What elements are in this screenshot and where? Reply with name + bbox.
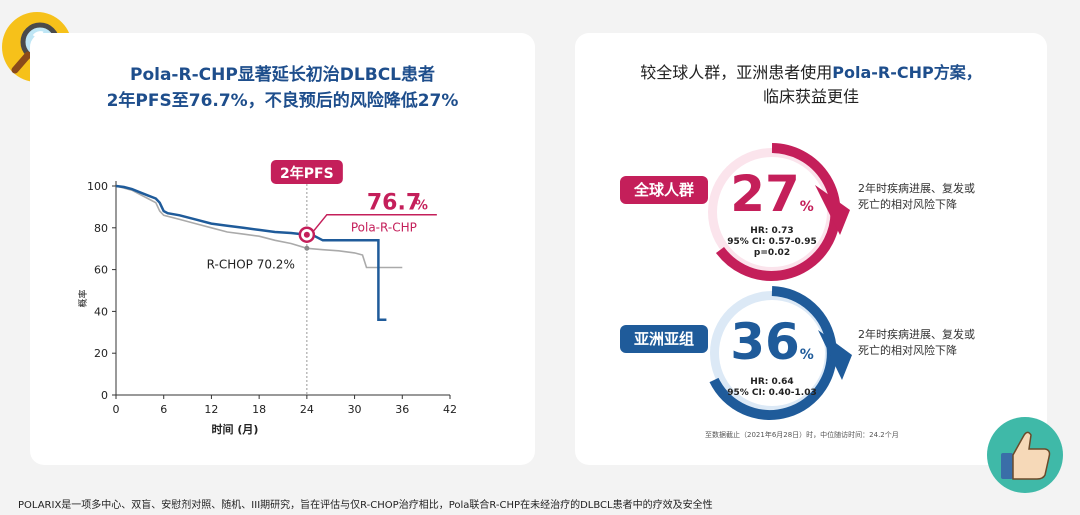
y-tick-label: 60 bbox=[94, 264, 108, 277]
asia-value-wrap: 36% bbox=[722, 313, 822, 371]
global-unit: % bbox=[799, 199, 814, 215]
y-tick-label: 80 bbox=[94, 222, 108, 235]
global-desc: 2年时疾病进展、复发或 死亡的相对风险下降 bbox=[858, 181, 1008, 213]
global-p: p=0.02 bbox=[753, 248, 791, 258]
global-value: 27 bbox=[730, 165, 800, 223]
x-tick-label: 6 bbox=[160, 403, 167, 416]
rchop-marker-dot bbox=[304, 245, 310, 251]
pola-callout-line bbox=[313, 213, 437, 232]
x-tick-label: 42 bbox=[443, 403, 457, 416]
pola-unit: % bbox=[415, 199, 428, 214]
pola-marker-dot bbox=[303, 231, 310, 238]
global-stats: HR: 0.73 95% CI: 0.57-0.95 p=0.02 bbox=[720, 226, 824, 259]
global-tag: 全球人群 bbox=[620, 176, 708, 204]
y-tick-label: 20 bbox=[94, 347, 108, 360]
asia-ring bbox=[709, 286, 852, 420]
x-tick-label: 18 bbox=[252, 403, 266, 416]
asia-stats: HR: 0.64 95% CI: 0.40-1.03 bbox=[720, 377, 824, 399]
asia-desc-line2: 死亡的相对风险下降 bbox=[858, 344, 957, 357]
x-tick-label: 0 bbox=[113, 403, 120, 416]
asia-value: 36 bbox=[730, 313, 800, 371]
global-hr: HR: 0.73 bbox=[750, 226, 794, 236]
x-tick-label: 12 bbox=[204, 403, 218, 416]
pfs-badge-label: 2年PFS bbox=[280, 165, 334, 182]
global-desc-line1: 2年时疾病进展、复发或 bbox=[858, 182, 975, 195]
pfs-badge bbox=[270, 160, 343, 184]
followup-note: 至数据截止（2021年6月28日）时，中位随访时间：24.2个月 bbox=[705, 431, 899, 439]
x-tick-label: 24 bbox=[300, 403, 314, 416]
global-value-wrap: 27% bbox=[722, 165, 822, 223]
right-title-line1-a: 较全球人群，亚洲患者使用 bbox=[640, 63, 833, 82]
global-ring bbox=[708, 143, 850, 281]
right-title-line1: 较全球人群，亚洲患者使用Pola-R-CHP方案， bbox=[575, 61, 1047, 85]
right-title-line2: 临床获益更佳 bbox=[762, 87, 859, 106]
asia-hr: HR: 0.64 bbox=[750, 377, 794, 387]
x-tick-label: 36 bbox=[395, 403, 409, 416]
series-line-pola-r-chp bbox=[115, 184, 387, 322]
asia-unit: % bbox=[799, 347, 814, 363]
x-tick-label: 30 bbox=[348, 403, 362, 416]
left-title-line2: 2年PFS至76.7%，不良预后的风险降低27% bbox=[106, 91, 459, 111]
x-axis-label: 时间 (月) bbox=[212, 422, 259, 436]
global-ci: 95% CI: 0.57-0.95 bbox=[727, 237, 817, 247]
asia-ci: 95% CI: 0.40-1.03 bbox=[727, 388, 817, 398]
left-panel: Pola-R-CHP显著延长初治DLBCL患者 2年PFS至76.7%，不良预后… bbox=[30, 33, 535, 465]
pola-value: 76.7 bbox=[367, 191, 421, 216]
y-tick-label: 0 bbox=[101, 389, 108, 402]
global-desc-line2: 死亡的相对风险下降 bbox=[858, 198, 957, 211]
right-title-line1-b: Pola-R-CHP方案， bbox=[832, 63, 982, 82]
asia-desc: 2年时疾病进展、复发或 死亡的相对风险下降 bbox=[858, 327, 1008, 359]
thumbs-up-icon bbox=[985, 415, 1065, 495]
left-title-line1: Pola-R-CHP显著延长初治DLBCL患者 bbox=[129, 65, 435, 85]
asia-desc-line1: 2年时疾病进展、复发或 bbox=[858, 328, 975, 341]
rchop-label: R-CHOP 70.2% bbox=[207, 257, 295, 271]
y-tick-label: 40 bbox=[94, 305, 108, 318]
series-line-r-chop bbox=[115, 185, 403, 269]
footnote: POLARIX是一项多中心、双盲、安慰剂对照、随机、III期研究，旨在评估与仅R… bbox=[18, 500, 713, 511]
asia-tag: 亚洲亚组 bbox=[620, 325, 708, 353]
pola-label: Pola-R-CHP bbox=[351, 221, 417, 235]
y-axis-label: 概率 bbox=[77, 289, 89, 307]
y-tick-label: 100 bbox=[87, 180, 108, 193]
